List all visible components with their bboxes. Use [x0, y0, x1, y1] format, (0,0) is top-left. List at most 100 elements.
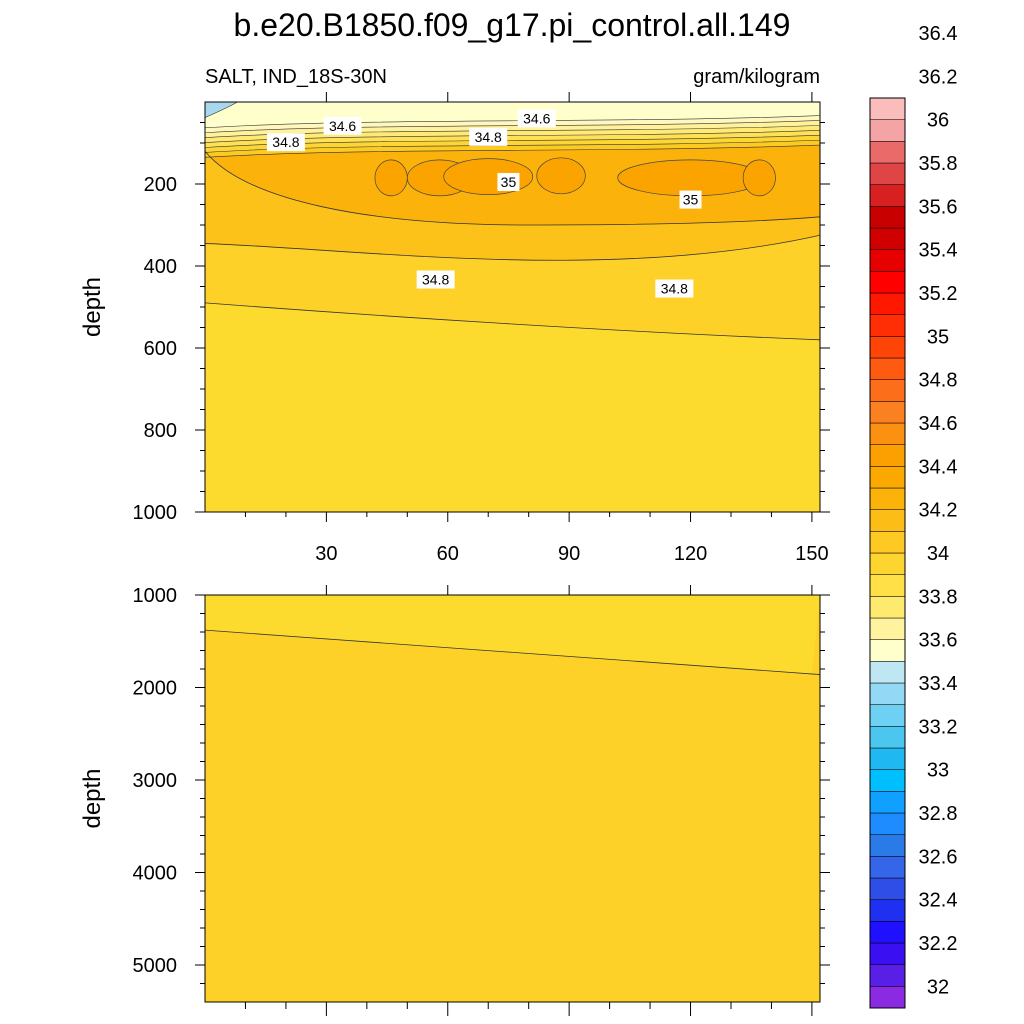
colorbar-box-28 [869, 379, 906, 402]
colorbar-box-5 [869, 877, 906, 900]
colorbar-box-11 [869, 747, 906, 770]
units-subtitle: gram/kilogram [693, 66, 820, 88]
colorbar: 32 32.2 32.4 32.6 32.8 33 33.2 33.4 33.6 33.8 34 34… [869, 23, 958, 1009]
colorbar-box-9 [869, 791, 906, 814]
upper-xtick-label: 30 [315, 543, 337, 565]
lower-depth-panel: 1000 2000 3000 4000 5000 depth [79, 585, 830, 1016]
colorbar-box-17 [869, 617, 906, 640]
colorbar-box-8 [869, 812, 906, 835]
lower-ytick-label: 3000 [133, 770, 178, 792]
colorbar-box-18 [869, 596, 906, 619]
colorbar-box-21 [869, 531, 906, 554]
contour-label-text: 34.8 [272, 134, 299, 150]
colorbar-label: 34 [927, 543, 949, 565]
colorbar-label: 33.4 [919, 673, 958, 695]
contour-label-bg [517, 109, 556, 128]
colorbar-label: 32.8 [919, 803, 958, 825]
colorbar-box-4 [869, 899, 906, 922]
colorbar-label: 36.4 [919, 23, 958, 45]
upper-ytick-label: 1000 [133, 502, 178, 524]
colorbar-box-27 [869, 401, 906, 424]
colorbar-box-29 [869, 357, 906, 380]
fill-core-max-5 [742, 159, 776, 197]
contour-label-bg [266, 133, 305, 152]
contour-label-1: 34.6 [517, 109, 556, 128]
colorbar-label: 34.2 [919, 500, 958, 522]
lower-ylabel: depth [79, 768, 106, 828]
upper-xtick-label: 90 [558, 543, 580, 565]
upper-xtick-label: 60 [437, 543, 459, 565]
colorbar-label: 34.4 [919, 456, 958, 478]
colorbar-label: 36.2 [919, 66, 958, 88]
upper-ytick-label: 200 [144, 174, 177, 196]
colorbar-label: 32.6 [919, 846, 958, 868]
colorbar-label: 35.6 [919, 196, 958, 218]
contour-label-text: 35 [683, 192, 699, 208]
colorbar-box-1 [869, 964, 906, 987]
contour-line-34-7 [205, 302, 820, 341]
colorbar-label: 32.2 [919, 933, 958, 955]
colorbar-box-22 [869, 509, 906, 532]
colorbar-label: 33.6 [919, 630, 958, 652]
contour-label-bg [497, 172, 520, 191]
colorbar-label: 35.8 [919, 153, 958, 175]
colorbar-box-23 [869, 487, 906, 510]
contour-label-text: 34.6 [329, 118, 356, 134]
contour-line-34-8 [205, 234, 820, 261]
colorbar-box-30 [869, 336, 906, 359]
colorbar-label: 35.4 [919, 240, 958, 262]
colorbar-box-38 [869, 162, 906, 185]
chart-title: b.e20.B1850.f09_g17.pi_control.all.149 [234, 7, 791, 43]
contour-label-3: 34.8 [469, 127, 508, 146]
colorbar-box-13 [869, 704, 906, 727]
fill-above-contour [205, 595, 820, 675]
colorbar-label: 35.2 [919, 283, 958, 305]
contour-line-34-9 [205, 150, 820, 226]
colorbar-frame [869, 97, 906, 1009]
colorbar-box-19 [869, 574, 906, 597]
contour-label-text: 34.8 [475, 129, 502, 145]
upper-depth-panel: 34.6 34.6 34.8 34.8 35 35 34.8 34.8 200 400 600 800… [79, 92, 830, 565]
colorbar-box-10 [869, 769, 906, 792]
colorbar-box-16 [869, 639, 906, 662]
colorbar-label: 32 [927, 976, 949, 998]
colorbar-box-34 [869, 249, 906, 272]
lower-contour-line [204, 629, 821, 675]
colorbar-label: 34.8 [919, 370, 958, 392]
contour-label-text: 34.8 [661, 281, 688, 297]
colorbar-box-36 [869, 206, 906, 229]
colorbar-box-15 [869, 661, 906, 684]
upper-contour-fills [205, 102, 820, 512]
upper-ytick-label: 600 [144, 338, 177, 360]
colorbar-box-0 [869, 986, 906, 1009]
colorbar-label: 34.6 [919, 413, 958, 435]
colorbar-box-20 [869, 552, 906, 575]
colorbar-box-25 [869, 444, 906, 467]
colorbar-box-33 [869, 271, 906, 294]
contour-label-text: 34.6 [523, 110, 550, 126]
lower-ytick-label: 2000 [133, 678, 178, 700]
colorbar-box-2 [869, 942, 906, 965]
variable-region-subtitle: SALT, IND_18S-30N [205, 66, 387, 88]
contour-label-bg [416, 270, 455, 289]
lower-ytick-label: 5000 [133, 955, 178, 977]
upper-ytick-label: 800 [144, 420, 177, 442]
contour-label-text: 35 [501, 174, 517, 190]
contour-label-bg [469, 127, 508, 146]
fill-core-max-4 [617, 159, 764, 197]
colorbar-box-41 [869, 97, 906, 120]
lower-ytick-label: 1000 [133, 585, 178, 607]
colorbar-label: 33.8 [919, 586, 958, 608]
upper-xtick-label: 150 [795, 543, 828, 565]
colorbar-box-7 [869, 834, 906, 857]
colorbar-label: 36 [927, 110, 949, 132]
colorbar-box-39 [869, 141, 906, 164]
fill-core-max-0 [374, 159, 408, 197]
upper-ytick-label: 400 [144, 256, 177, 278]
colorbar-box-12 [869, 726, 906, 749]
contour-label-bg [655, 279, 694, 298]
colorbar-label: 33.2 [919, 716, 958, 738]
colorbar-box-24 [869, 466, 906, 489]
contour-label-7: 34.8 [655, 279, 694, 298]
